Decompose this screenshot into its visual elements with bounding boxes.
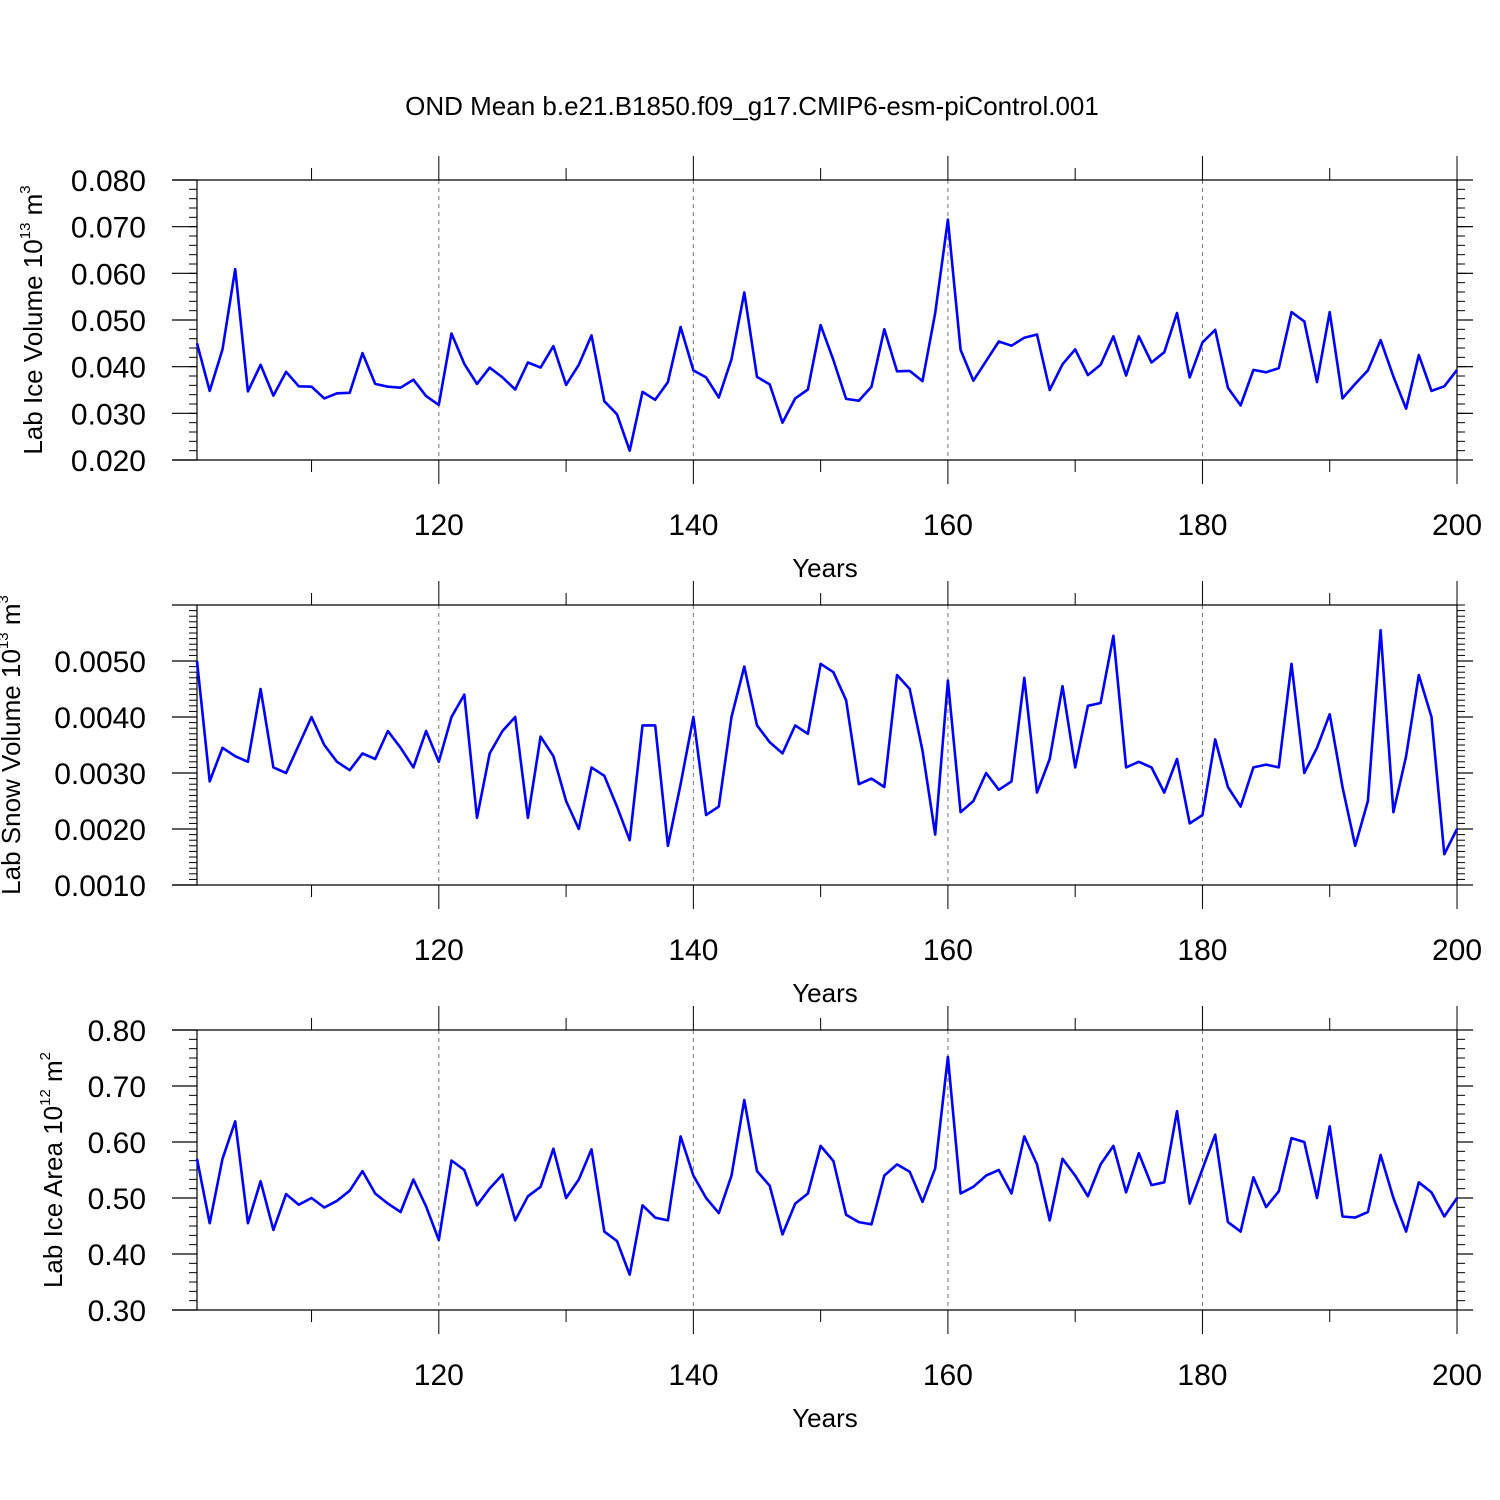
y-tick-label: 0.50 — [88, 1183, 146, 1216]
series-line — [195, 218, 1459, 453]
y-tick-label: 0.40 — [88, 1239, 146, 1272]
x-axis-label: Years — [792, 553, 858, 583]
y-tick-label: 0.0030 — [54, 758, 146, 791]
y-tick-label: 0.020 — [71, 445, 146, 478]
x-tick-label: 140 — [668, 934, 718, 967]
x-tick-label: 120 — [414, 509, 464, 542]
y-axis-label: Lab Ice Area 1012 m2 — [37, 1052, 68, 1288]
y-tick-label: 0.040 — [71, 352, 146, 385]
y-tick-label: 0.070 — [71, 212, 146, 245]
x-tick-label: 160 — [923, 509, 973, 542]
panel-2: 0.0010 0.0020 0.0030 0.0040 0.0050 120 140 160 1… — [0, 581, 1482, 1008]
x-tick-label: 120 — [414, 1359, 464, 1392]
x-tick-label: 140 — [668, 509, 718, 542]
x-tick-label: 160 — [923, 1359, 973, 1392]
y-tick-label: 0.60 — [88, 1127, 146, 1160]
panels: 0.020 0.030 0.040 0.050 0.060 0.070 0.080 120 14… — [0, 156, 1482, 1433]
x-tick-label: 140 — [668, 1359, 718, 1392]
series-line — [195, 1055, 1459, 1276]
x-tick-label: 200 — [1432, 509, 1482, 542]
x-tick-label: 180 — [1177, 1359, 1227, 1392]
y-axis-label: Lab Ice Volume 1013 m3 — [17, 185, 48, 454]
y-tick-label: 0.060 — [71, 258, 146, 291]
x-tick-label: 160 — [923, 934, 973, 967]
x-tick-label: 180 — [1177, 509, 1227, 542]
y-tick-label: 0.030 — [71, 398, 146, 431]
x-tick-label: 200 — [1432, 1359, 1482, 1392]
y-tick-label: 0.80 — [88, 1015, 146, 1048]
chart-title: OND Mean b.e21.B1850.f09_g17.CMIP6-esm-p… — [405, 91, 1099, 121]
x-tick-label: 180 — [1177, 934, 1227, 967]
series-line — [195, 628, 1459, 856]
y-tick-label: 0.0050 — [54, 646, 146, 679]
panel-1: 0.020 0.030 0.040 0.050 0.060 0.070 0.080 120 14… — [17, 156, 1482, 583]
x-axis-label: Years — [792, 1403, 858, 1433]
x-tick-label: 200 — [1432, 934, 1482, 967]
y-tick-label: 0.0040 — [54, 702, 146, 735]
x-axis-label: Years — [792, 978, 858, 1008]
panel-3: 0.30 0.40 0.50 0.60 0.70 0.80 120 140 160 180 200 Y… — [37, 1006, 1482, 1433]
y-tick-label: 0.30 — [88, 1295, 146, 1328]
y-tick-label: 0.0020 — [54, 814, 146, 847]
y-tick-label: 0.050 — [71, 305, 146, 338]
y-tick-label: 0.70 — [88, 1071, 146, 1104]
y-tick-label: 0.080 — [71, 165, 146, 198]
y-axis-label: Lab Snow Volume 1013 m3 — [0, 595, 26, 895]
y-tick-label: 0.0010 — [54, 870, 146, 903]
x-tick-label: 120 — [414, 934, 464, 967]
